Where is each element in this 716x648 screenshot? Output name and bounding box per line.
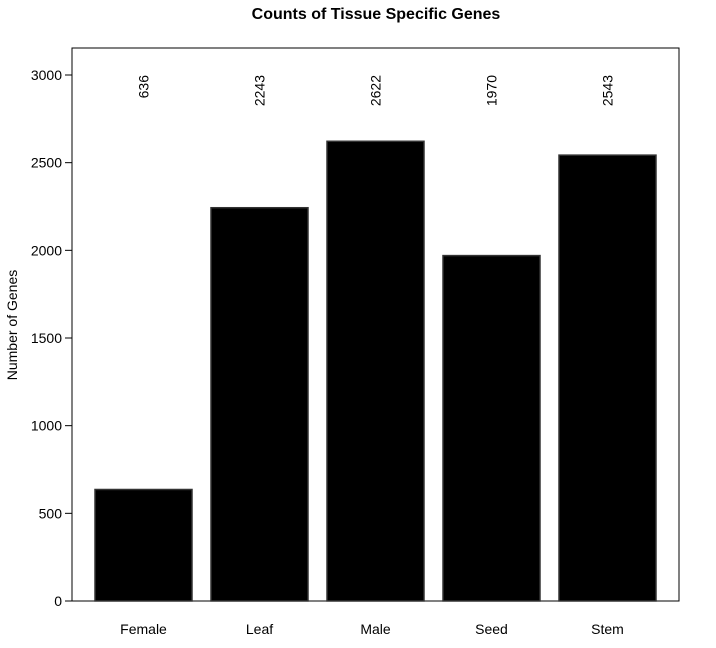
data-label-male: 2622: [368, 75, 384, 106]
category-label-male: Male: [360, 621, 391, 637]
category-labels: Female Leaf Male Seed Stem: [120, 621, 624, 637]
category-label-leaf: Leaf: [246, 621, 273, 637]
y-tick-label: 0: [54, 593, 62, 609]
chart-title: Counts of Tissue Specific Genes: [252, 6, 501, 23]
category-label-stem: Stem: [591, 621, 624, 637]
bars: [94, 140, 657, 602]
y-tick-label: 2000: [31, 242, 62, 258]
data-label-seed: 1970: [484, 75, 500, 106]
bar-female: [94, 488, 193, 602]
y-tick-label: 1500: [31, 330, 62, 346]
data-labels: 636 2243 2622 1970 2543: [136, 75, 616, 106]
bar-stem: [558, 154, 657, 602]
y-axis-label: Number of Genes: [4, 270, 20, 381]
data-label-female: 636: [136, 75, 152, 99]
y-tick-label: 3000: [31, 67, 62, 83]
bar-seed: [442, 254, 541, 602]
y-axis: 0 500 1000 1500 2000 2500 3000: [31, 67, 72, 609]
bar-leaf: [210, 206, 309, 602]
bar-male: [326, 140, 425, 602]
category-label-female: Female: [120, 621, 167, 637]
y-tick-label: 500: [39, 505, 63, 521]
y-tick-label: 2500: [31, 155, 62, 171]
data-label-stem: 2543: [600, 75, 616, 106]
y-tick-label: 1000: [31, 418, 62, 434]
data-label-leaf: 2243: [252, 75, 268, 106]
category-label-seed: Seed: [475, 621, 508, 637]
